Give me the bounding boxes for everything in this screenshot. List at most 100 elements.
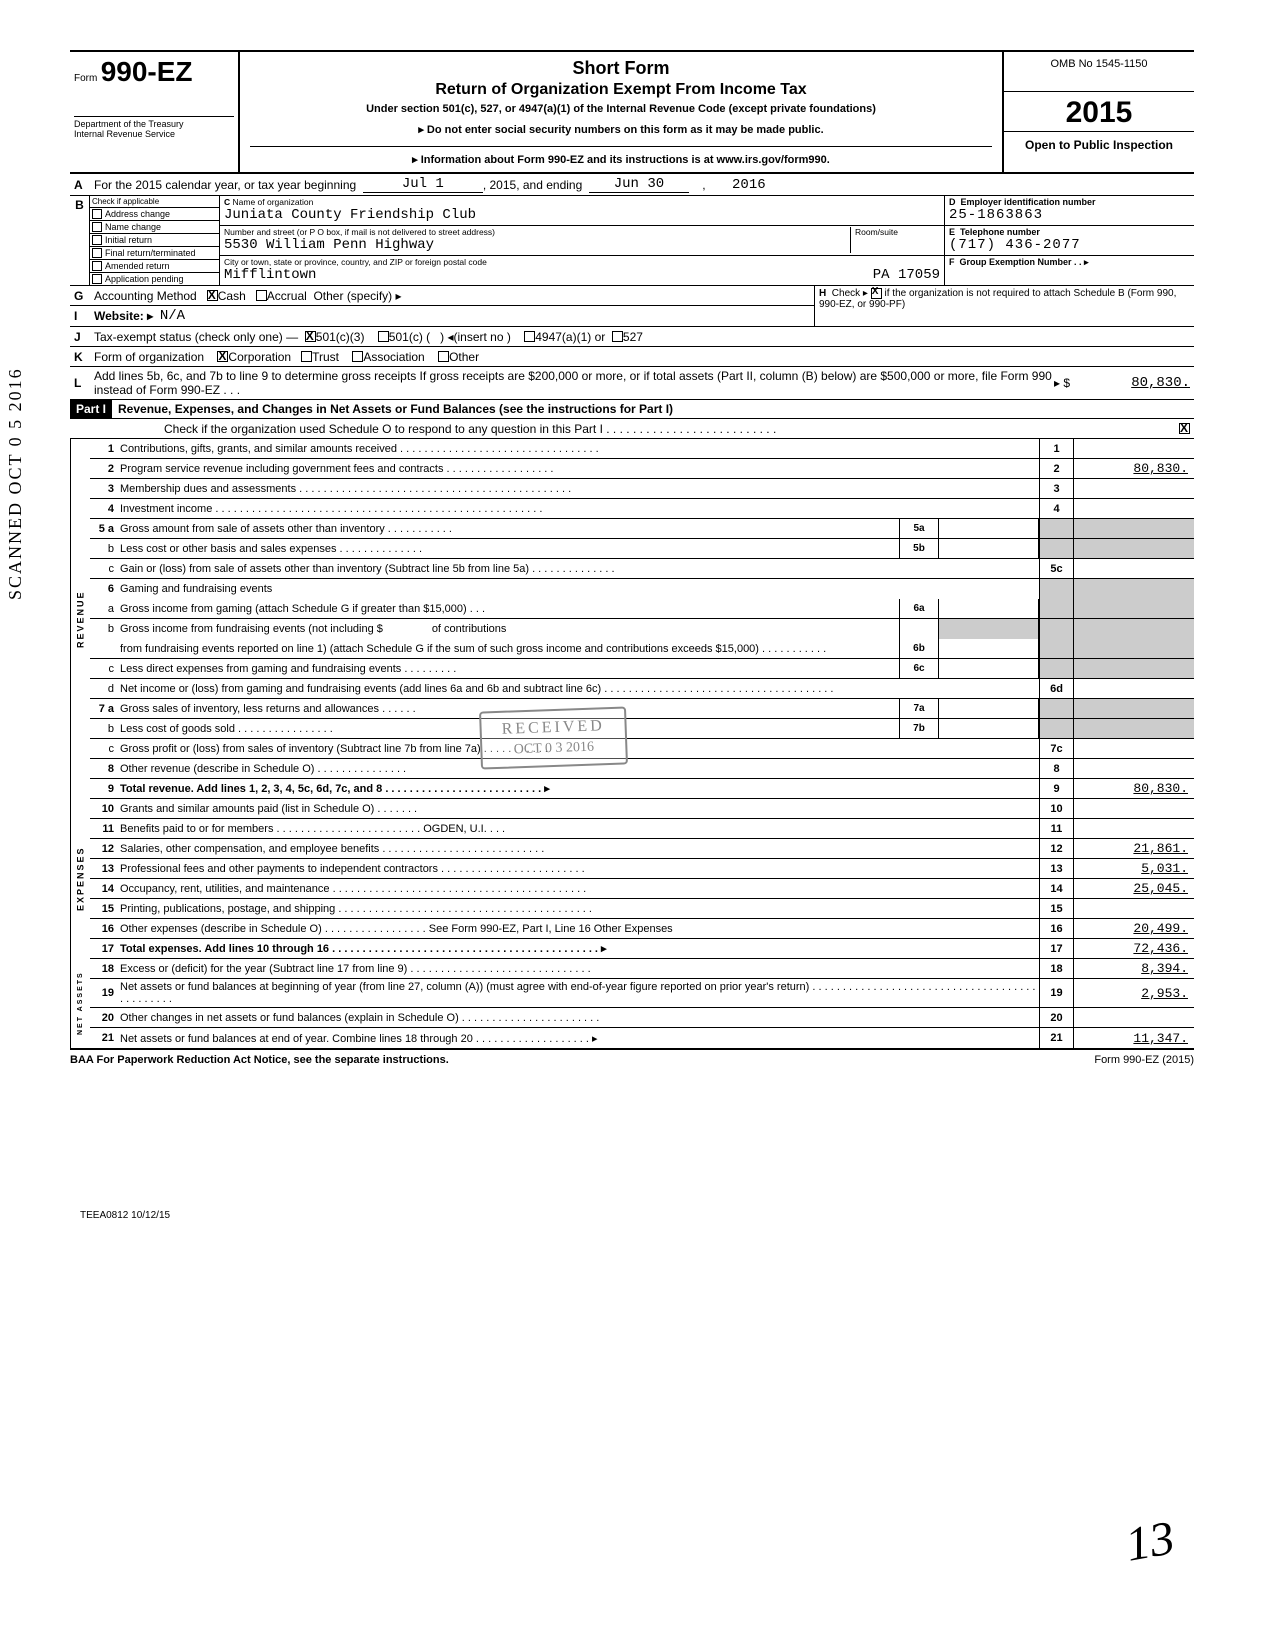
v6b[interactable] (939, 639, 1039, 658)
chk-501c[interactable] (378, 331, 389, 342)
chk-final[interactable]: Final return/terminated (90, 247, 219, 260)
scanned-stamp: SCANNED OCT 0 5 2016 (5, 367, 26, 600)
lbl-final: Final return/terminated (105, 248, 196, 258)
lbl-addr: Address change (105, 209, 170, 219)
chk-h[interactable] (871, 288, 882, 299)
lbl-app: Application pending (105, 274, 184, 284)
v17[interactable]: 72,436. (1074, 939, 1194, 958)
a-yearend[interactable]: 2016 (706, 177, 766, 193)
v1[interactable] (1074, 439, 1194, 458)
n6a: a (90, 603, 120, 615)
box7b: 7b (899, 719, 939, 738)
label-b: B (70, 196, 90, 285)
open-public: Open to Public Inspection (1004, 131, 1194, 172)
v16[interactable]: 20,499. (1074, 919, 1194, 938)
v7a[interactable] (939, 699, 1039, 718)
website-val[interactable]: N/A (160, 308, 185, 324)
k-o4: Other (449, 350, 479, 364)
box19: 19 (1039, 979, 1074, 1007)
chk-trust[interactable] (301, 351, 312, 362)
chk-address-change[interactable]: Address change (90, 208, 219, 221)
section-a: A For the 2015 calendar year, or tax yea… (70, 174, 1194, 196)
sh6b1v (939, 619, 1039, 639)
j-o2: 501(c) ( (389, 330, 430, 344)
t10: Grants and similar amounts paid (list in… (120, 801, 1039, 817)
chk-corp[interactable] (217, 351, 228, 362)
v12[interactable]: 21,861. (1074, 839, 1194, 858)
t6a: Gross income from gaming (attach Schedul… (120, 601, 899, 617)
chk-cash[interactable] (207, 290, 218, 301)
box2: 2 (1039, 459, 1074, 478)
chk-other-org[interactable] (438, 351, 449, 362)
v5b[interactable] (939, 539, 1039, 558)
v6c[interactable] (939, 659, 1039, 678)
footer-left: BAA For Paperwork Reduction Act Notice, … (70, 1054, 449, 1066)
v15[interactable] (1074, 899, 1194, 918)
n18: 18 (90, 963, 120, 975)
l-arrow: ▸ $ (1054, 376, 1070, 390)
ein-value[interactable]: 25-1863863 (949, 207, 1190, 223)
v3[interactable] (1074, 479, 1194, 498)
org-city[interactable]: Mifflintown (224, 267, 873, 283)
chk-part1-schedO[interactable] (1179, 423, 1190, 434)
v8[interactable] (1074, 759, 1194, 778)
t5b: Less cost or other basis and sales expen… (120, 541, 899, 557)
chk-501c3[interactable] (305, 331, 316, 342)
v13[interactable]: 5,031. (1074, 859, 1194, 878)
lbl-name: Name change (105, 222, 161, 232)
v18[interactable]: 8,394. (1074, 959, 1194, 978)
page-footer: BAA For Paperwork Reduction Act Notice, … (70, 1048, 1194, 1070)
title-short-form: Short Form (250, 58, 992, 79)
v11[interactable] (1074, 819, 1194, 838)
label-l: L (74, 376, 94, 390)
chk-name-change[interactable]: Name change (90, 221, 219, 234)
chk-assoc[interactable] (352, 351, 363, 362)
chk-app-pending[interactable]: Application pending (90, 273, 219, 285)
a-text1: For the 2015 calendar year, or tax year … (94, 178, 356, 192)
v14[interactable]: 25,045. (1074, 879, 1194, 898)
sh6v (1074, 579, 1194, 599)
box5a: 5a (899, 519, 939, 538)
v2[interactable]: 80,830. (1074, 459, 1194, 478)
lbl-amend: Amended return (105, 261, 170, 271)
org-street[interactable]: 5530 William Penn Highway (224, 237, 850, 253)
a-end[interactable]: Jun 30 (589, 176, 689, 193)
n17: 17 (90, 943, 120, 955)
sh5bv (1074, 539, 1194, 558)
v7c[interactable] (1074, 739, 1194, 758)
v20[interactable] (1074, 1008, 1194, 1027)
h-text: Check ▸ (832, 288, 868, 299)
t20: Other changes in net assets or fund bala… (120, 1010, 1039, 1026)
box1: 1 (1039, 439, 1074, 458)
org-statezip[interactable]: PA 17059 (873, 267, 940, 283)
org-name[interactable]: Juniata County Friendship Club (224, 207, 940, 223)
chk-527[interactable] (612, 331, 623, 342)
box3: 3 (1039, 479, 1074, 498)
chk-amended[interactable]: Amended return (90, 260, 219, 273)
chk-4947[interactable] (524, 331, 535, 342)
v4[interactable] (1074, 499, 1194, 518)
g-other: Other (specify) ▸ (313, 289, 401, 303)
box18: 18 (1039, 959, 1074, 978)
v5a[interactable] (939, 519, 1039, 538)
n6d: d (90, 683, 120, 695)
chk-initial[interactable]: Initial return (90, 234, 219, 247)
v6a[interactable] (939, 599, 1039, 618)
l-value[interactable]: 80,830. (1070, 375, 1190, 391)
n21: 21 (90, 1032, 120, 1044)
chk-accrual[interactable] (256, 290, 267, 301)
lbl-init: Initial return (105, 235, 152, 245)
v21[interactable]: 11,347. (1074, 1028, 1194, 1048)
v5c[interactable] (1074, 559, 1194, 578)
phone-value[interactable]: (717) 436-2077 (949, 237, 1190, 253)
title-subtitle: Return of Organization Exempt From Incom… (250, 81, 992, 99)
v7b[interactable] (939, 719, 1039, 738)
n5c: c (90, 563, 120, 575)
v19[interactable]: 2,953. (1074, 979, 1194, 1007)
box21: 21 (1039, 1028, 1074, 1048)
v6d[interactable] (1074, 679, 1194, 698)
v10[interactable] (1074, 799, 1194, 818)
v9[interactable]: 80,830. (1074, 779, 1194, 798)
a-begin[interactable]: Jul 1 (363, 176, 483, 193)
part1-label: Part I (70, 400, 112, 418)
